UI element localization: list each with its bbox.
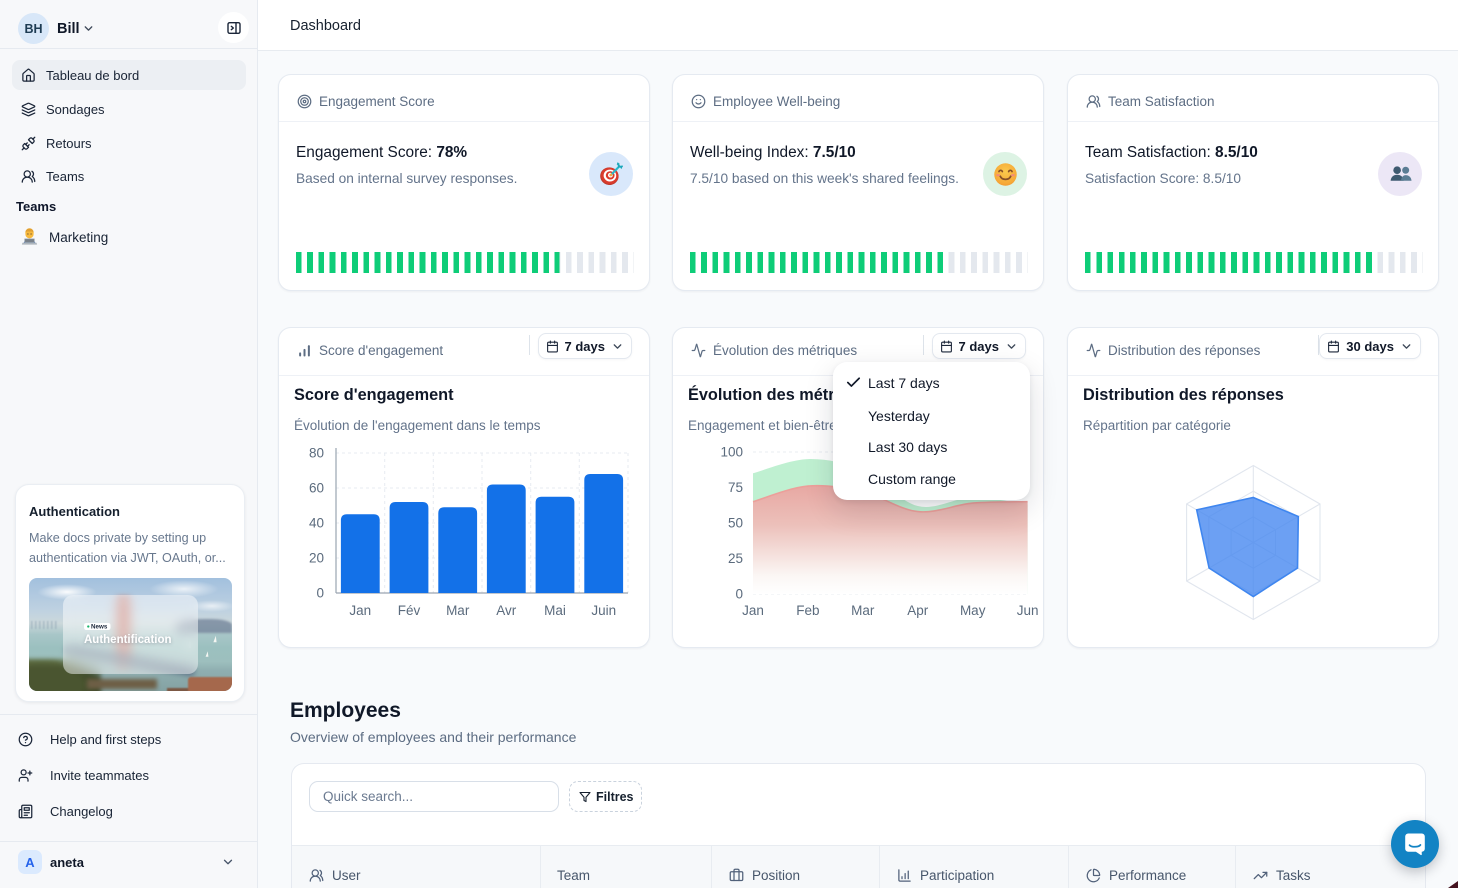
svg-text:May: May bbox=[960, 603, 986, 618]
svg-text:0: 0 bbox=[735, 587, 743, 602]
svg-text:Apr: Apr bbox=[907, 603, 929, 618]
svg-text:Juin: Juin bbox=[591, 603, 616, 618]
svg-text:Avr: Avr bbox=[496, 603, 517, 618]
svg-text:Jun: Jun bbox=[1017, 603, 1039, 618]
svg-text:Fév: Fév bbox=[398, 603, 421, 618]
svg-text:75: 75 bbox=[728, 480, 743, 495]
svg-text:Mar: Mar bbox=[446, 603, 470, 618]
svg-text:Mar: Mar bbox=[851, 603, 875, 618]
svg-text:100: 100 bbox=[720, 445, 743, 460]
svg-text:Mai: Mai bbox=[544, 603, 566, 618]
svg-text:Feb: Feb bbox=[796, 603, 819, 618]
svg-text:Jan: Jan bbox=[349, 603, 371, 618]
svg-text:80: 80 bbox=[309, 446, 324, 461]
svg-text:20: 20 bbox=[309, 551, 324, 566]
svg-text:0: 0 bbox=[316, 586, 324, 601]
svg-text:60: 60 bbox=[309, 481, 324, 496]
svg-text:50: 50 bbox=[728, 516, 743, 531]
svg-text:Jan: Jan bbox=[742, 603, 764, 618]
svg-text:25: 25 bbox=[728, 551, 743, 566]
svg-text:40: 40 bbox=[309, 516, 324, 531]
